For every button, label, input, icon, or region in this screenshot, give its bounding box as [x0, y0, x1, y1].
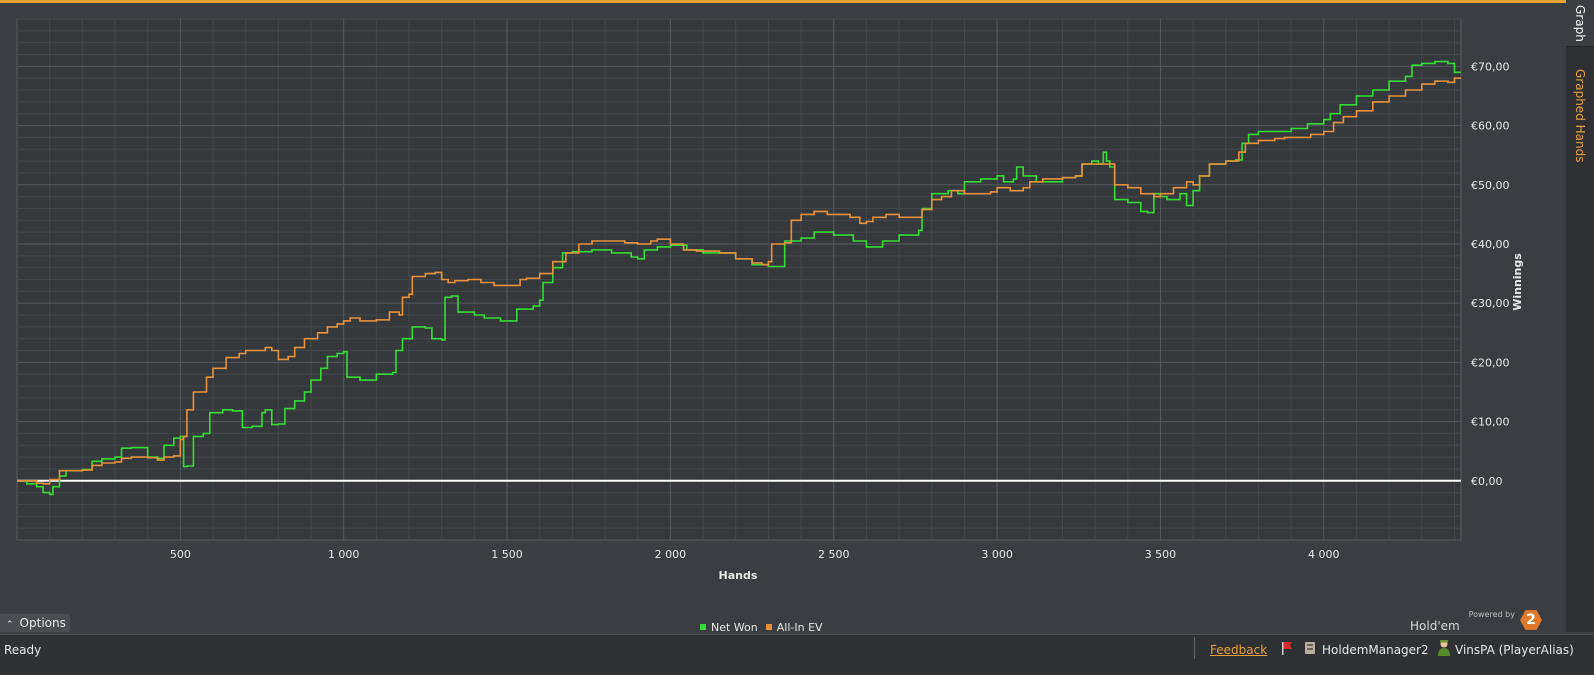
y-tick-label: €20,00	[1471, 356, 1510, 369]
status-text: Ready	[4, 643, 42, 657]
top-accent-bar	[0, 0, 1566, 3]
y-tick-label: €50,00	[1471, 179, 1510, 192]
x-tick-label: 1 500	[491, 548, 523, 561]
x-tick-label: 1 000	[328, 548, 360, 561]
options-label: Options	[19, 616, 66, 630]
database-icon	[1305, 642, 1315, 654]
status-bar: Ready Feedback HoldemManager2 VinsPA (Pl…	[0, 634, 1594, 675]
y-tick-label: €40,00	[1471, 238, 1510, 251]
feedback-link[interactable]: Feedback	[1210, 643, 1268, 657]
status-divider	[1194, 637, 1195, 659]
options-button[interactable]: ⌃ Options	[0, 614, 70, 632]
flag-icon[interactable]	[1280, 641, 1294, 655]
legend-item-net-won: Net Won	[700, 621, 758, 634]
x-tick-label: 3 000	[981, 548, 1013, 561]
database-label[interactable]: HoldemManager2	[1322, 643, 1429, 657]
hm2-logo-icon: 2	[1520, 610, 1542, 630]
x-tick-label: 2 500	[818, 548, 850, 561]
graph-canvas: 500 1 000 1 500 2 000 2 500 3 000 3 500 4 000 €0…	[16, 18, 1524, 582]
tab-graphed-hands[interactable]: Graphed Hands	[1573, 69, 1587, 163]
legend-label-allin-ev: All-In EV	[776, 620, 823, 634]
chart-legend: Net Won All-In EV	[700, 620, 831, 634]
x-tick-label: 4 000	[1308, 548, 1340, 561]
tab-graph[interactable]: Graph	[1566, 0, 1594, 47]
y-axis-title: Winnings	[1511, 253, 1524, 311]
y-tick-label: €30,00	[1471, 297, 1510, 310]
powered-by-label: Powered by	[1468, 610, 1515, 619]
x-axis-title: Hands	[719, 569, 758, 582]
legend-label-net-won: Net Won	[711, 620, 758, 634]
side-tab-strip: Graph Graphed Hands	[1566, 0, 1594, 632]
x-tick-label: 500	[170, 548, 191, 561]
legend-swatch-allin-ev	[765, 624, 772, 630]
series-line-net-won	[17, 60, 1461, 496]
legend-swatch-net-won	[700, 624, 706, 630]
x-tick-label: 3 500	[1145, 548, 1177, 561]
y-tick-label: €10,00	[1471, 416, 1510, 429]
y-tick-label: €60,00	[1471, 120, 1510, 133]
y-tick-label: €0,00	[1471, 475, 1503, 488]
chevron-up-icon: ⌃	[6, 620, 14, 630]
legend-item-allin-ev: All-In EV	[765, 620, 823, 634]
x-tick-label: 2 000	[655, 548, 687, 561]
series-line-allin-ev	[17, 77, 1461, 485]
y-tick-label: €70,00	[1471, 60, 1510, 73]
winnings-graph: 500 1 000 1 500 2 000 2 500 3 000 3 500 4 000 €0…	[0, 3, 1566, 630]
brand-logo-block: Powered by Hold'em Manager 2	[1410, 607, 1550, 647]
player-icon	[1438, 640, 1450, 656]
player-label[interactable]: VinsPA (PlayerAlias)	[1455, 643, 1574, 657]
